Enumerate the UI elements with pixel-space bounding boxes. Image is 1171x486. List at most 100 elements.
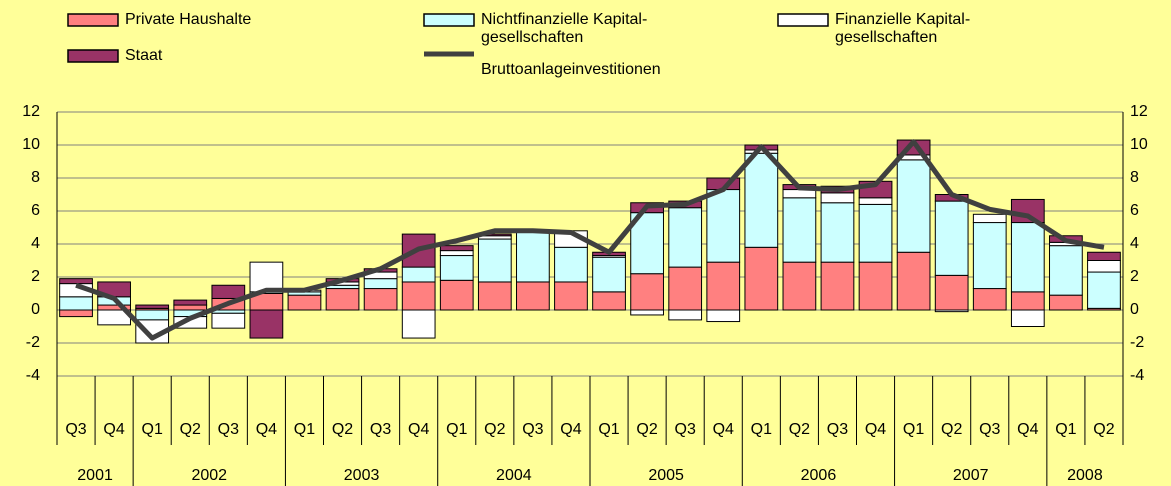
y-tick-label: -2 (26, 334, 40, 351)
x-tick-label: Q4 (865, 421, 886, 438)
bar-segment (211, 284, 246, 299)
x-tick-label: Q4 (256, 421, 277, 438)
year-label: 2004 (496, 467, 532, 484)
x-tick-label: Q4 (103, 421, 124, 438)
bar-segment (858, 203, 893, 263)
bar-segment (972, 213, 1007, 224)
bar-segment (439, 279, 474, 311)
bar-segment (934, 309, 969, 313)
bar-segment (1010, 222, 1045, 293)
y-tick-label: 2 (31, 268, 40, 285)
year-label: 2003 (344, 467, 380, 484)
bar-segment (820, 261, 855, 311)
year-label: 2006 (801, 467, 837, 484)
y2-tick-label: -4 (1130, 367, 1144, 384)
x-tick-label: Q3 (979, 421, 1000, 438)
x-tick-label: Q2 (332, 421, 353, 438)
y2-tick-label: 4 (1130, 235, 1139, 252)
bar-segment (59, 296, 93, 311)
bar-segment (516, 231, 550, 283)
x-tick-label: Q1 (903, 421, 924, 438)
bar-segment (1010, 198, 1045, 224)
y-tick-label: 6 (31, 202, 40, 219)
x-tick-label: Q2 (636, 421, 657, 438)
bar-segment (706, 189, 741, 263)
y2-tick-label: 0 (1130, 301, 1139, 318)
bar-segment (59, 309, 93, 318)
bar-segment (668, 309, 703, 321)
bar-segment (706, 309, 741, 323)
y-tick-label: -4 (26, 367, 40, 384)
legend-swatch (67, 13, 119, 27)
legend-label: Private Haushalte (125, 11, 251, 28)
y2-tick-label: 6 (1130, 202, 1139, 219)
bar-segment (1087, 271, 1121, 309)
year-label: 2002 (191, 467, 227, 484)
bar-segment (554, 281, 588, 311)
x-tick-label: Q3 (522, 421, 543, 438)
line-series (75, 139, 1105, 341)
bar-segment (782, 197, 817, 263)
bar-segment (173, 304, 208, 311)
bar-segment (211, 312, 246, 329)
x-tick-label: Q3 (675, 421, 696, 438)
y-tick-label: 12 (22, 103, 40, 120)
x-tick-label: Q1 (446, 421, 467, 438)
bar-segment (1049, 294, 1083, 311)
x-tick-label: Q3 (370, 421, 391, 438)
legend-swatch (423, 13, 475, 27)
bar-segment (782, 261, 817, 311)
x-tick-label: Q1 (1055, 421, 1076, 438)
bar-segment (896, 251, 931, 311)
bar-segment (135, 304, 170, 309)
bar-segment (439, 255, 474, 281)
x-tick-label: Q4 (408, 421, 429, 438)
bar-segment (363, 288, 398, 311)
bar-segment (858, 197, 893, 205)
year-label: 2001 (77, 467, 113, 484)
bar-segment (401, 281, 436, 311)
y2-tick-label: 12 (1130, 103, 1148, 120)
year-label: 2007 (953, 467, 989, 484)
x-tick-label: Q1 (142, 421, 163, 438)
bar-segment (744, 152, 779, 248)
bar-segment (934, 274, 969, 311)
bar-segment (744, 246, 779, 311)
bar-segment (363, 278, 398, 290)
bar-segment (972, 288, 1007, 311)
y2-tick-label: 2 (1130, 268, 1139, 285)
bar-segment (135, 309, 170, 321)
x-tick-label: Q2 (1093, 421, 1114, 438)
legend-swatch (67, 49, 119, 63)
legend-label: Staat (125, 47, 163, 64)
bar-segment (439, 250, 474, 257)
bar-segment (1010, 309, 1045, 327)
bar-segment (477, 238, 512, 283)
x-tick-label: Q2 (789, 421, 810, 438)
bar-segment (1010, 291, 1045, 311)
x-tick-label: Q2 (941, 421, 962, 438)
y2-tick-label: 10 (1130, 136, 1148, 153)
legend-label: Nichtfinanzielle Kapital-gesellschaften (481, 11, 647, 46)
legend-label: Bruttoanlageinvestitionen (481, 61, 661, 78)
bar-segment (934, 200, 969, 276)
y-tick-label: 4 (31, 235, 40, 252)
x-tick-label: Q2 (484, 421, 505, 438)
year-label: 2005 (648, 467, 684, 484)
bar-segment (592, 291, 626, 311)
bar-segment (59, 278, 93, 285)
bar-segment (630, 309, 664, 316)
bar-segment (287, 294, 322, 311)
bar-segment (630, 273, 664, 311)
x-tick-label: Q3 (65, 421, 86, 438)
y-tick-label: 8 (31, 169, 40, 186)
bar-segment (516, 281, 550, 311)
bar-segment (173, 299, 208, 306)
x-tick-label: Q3 (827, 421, 848, 438)
x-tick-label: Q3 (218, 421, 239, 438)
x-tick-label: Q1 (598, 421, 619, 438)
x-tick-label: Q4 (560, 421, 581, 438)
bar-segment (554, 246, 588, 283)
bar-segment (401, 309, 436, 339)
